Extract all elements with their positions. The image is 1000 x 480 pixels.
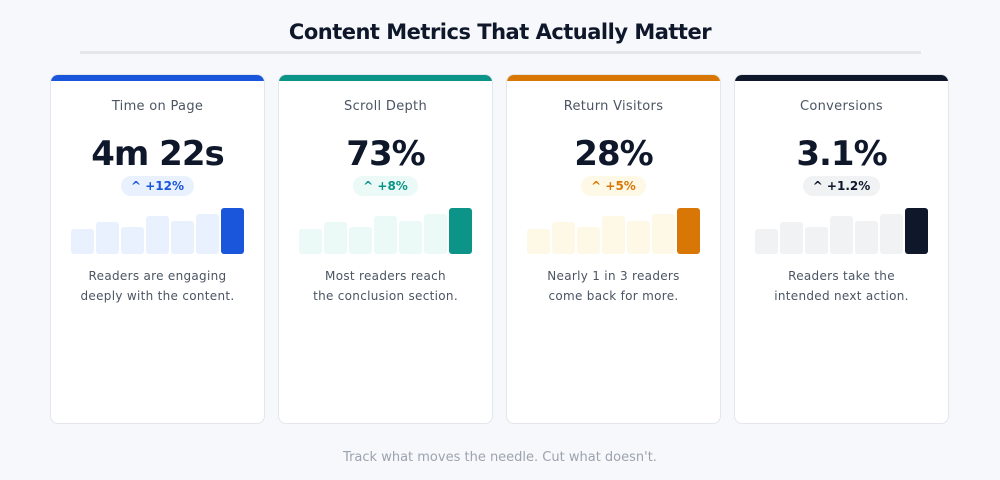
trend-bar [652,214,675,254]
trend-bar [527,229,550,254]
trend-bar [880,214,903,254]
trend-bars [527,207,700,254]
description-line: deeply with the content. [80,289,235,303]
metric-label: Conversions [800,99,883,114]
metric-card: Time on Page 4m 22s ^ +12% Readers are enga… [50,74,265,424]
trend-bar [171,221,194,254]
card-accent-bar [51,75,264,81]
description-line: Readers are engaging [88,269,227,283]
metric-label: Scroll Depth [344,99,427,114]
change-badge: ^ +12% [120,176,194,196]
metric-card: Conversions 3.1% ^ +1.2% Readers take the in… [734,74,949,424]
trend-bar [780,222,803,254]
change-badge: ^ +5% [581,176,646,196]
change-badge: ^ +8% [353,176,418,196]
metric-cards: Time on Page 4m 22s ^ +12% Readers are enga… [50,74,949,424]
metric-description: Readers take the intended next action. [735,266,948,306]
trend-bar [349,227,372,254]
card-accent-bar [735,75,948,81]
description-line: come back for more. [548,289,679,303]
footer-tagline: Track what moves the needle. Cut what do… [343,450,657,465]
trend-bar [121,227,144,254]
trend-bar [905,208,928,254]
card-accent-bar [279,75,492,81]
metric-value: 28% [574,134,653,174]
metric-card: Scroll Depth 73% ^ +8% Most readers reach th… [278,74,493,424]
metric-description: Most readers reach the conclusion section… [279,266,492,306]
metric-value: 73% [346,134,425,174]
trend-bars [299,207,472,254]
metric-description: Nearly 1 in 3 readers come back for more. [507,266,720,306]
trend-bar [299,229,322,254]
description-line: the conclusion section. [313,289,458,303]
trend-bars [71,207,244,254]
description-line: Most readers reach [325,269,446,283]
trend-bar [552,222,575,254]
trend-bar [324,222,347,254]
trend-bar [855,221,878,254]
trend-bar [830,216,853,254]
card-accent-bar [507,75,720,81]
trend-bar [71,229,94,254]
metric-card: Return Visitors 28% ^ +5% Nearly 1 in 3 rea… [506,74,721,424]
metric-value: 3.1% [796,134,887,174]
trend-bar [602,216,625,254]
description-line: Nearly 1 in 3 readers [547,269,680,283]
trend-bars [755,207,928,254]
trend-bar [677,208,700,254]
metric-label: Time on Page [111,99,204,114]
metric-label: Return Visitors [563,99,664,114]
trend-bar [449,208,472,254]
title-divider [80,51,921,54]
trend-bar [805,227,828,254]
metric-value: 4m 22s [91,134,224,174]
description-line: intended next action. [774,289,909,303]
trend-bar [755,229,778,254]
trend-bar [96,222,119,254]
trend-bar [196,214,219,254]
trend-bar [221,208,244,254]
change-badge: ^ +1.2% [802,176,881,196]
trend-bar [424,214,447,254]
trend-bar [577,227,600,254]
trend-bar [146,216,169,254]
metric-description: Readers are engaging deeply with the cont… [51,266,264,306]
description-line: Readers take the [788,269,895,283]
page-title: Content Metrics That Actually Matter [288,20,712,44]
trend-bar [374,216,397,254]
trend-bar [399,221,422,254]
trend-bar [627,221,650,254]
